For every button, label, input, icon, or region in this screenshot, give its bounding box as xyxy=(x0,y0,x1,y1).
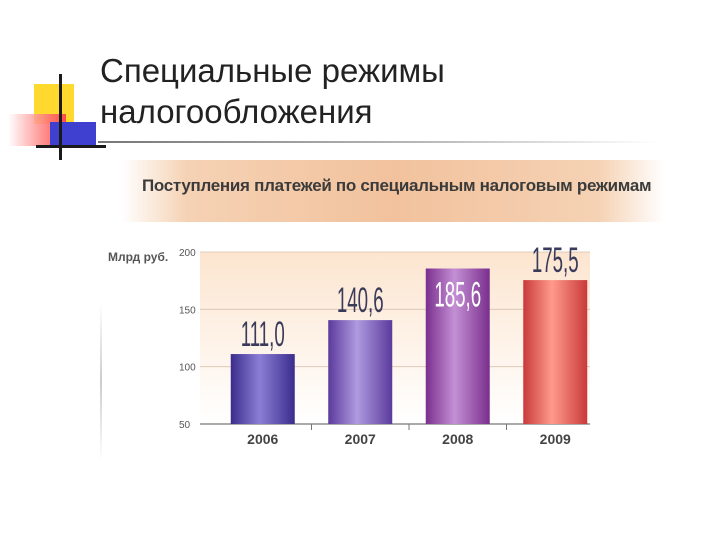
x-tick-label: 2009 xyxy=(540,431,571,447)
y-tick-label: 200 xyxy=(179,248,196,259)
bar-2007 xyxy=(328,320,393,424)
y-tick-label: 100 xyxy=(179,363,196,374)
bar-value-label: 185,6 xyxy=(434,275,481,314)
decorative-vertical-line xyxy=(59,74,62,160)
chart-title-banner xyxy=(122,160,664,222)
y-tick-label: 150 xyxy=(179,305,196,316)
bar-2008 xyxy=(425,268,490,424)
decorative-horizontal-line xyxy=(36,145,106,148)
chart-title: Поступления платежей по специальным нало… xyxy=(142,176,652,195)
chart-plot: Млрд руб. 50 100 150 200 2006 111,0 2007 140,6 20… xyxy=(108,241,590,447)
chart-left-separator xyxy=(100,302,102,462)
x-tick-label: 2007 xyxy=(345,431,376,447)
bar-value-label: 175,5 xyxy=(532,241,579,280)
chart-figure: Поступления платежей по специальным нало… xyxy=(100,150,680,470)
slide-title-line-2: налогообложения xyxy=(100,93,373,130)
x-tick-label: 2008 xyxy=(442,431,473,447)
slide-title-line-1: Специальные режимы xyxy=(100,52,445,89)
bar-2009 xyxy=(523,280,588,424)
bar-value-label: 140,6 xyxy=(337,281,384,320)
bar-value-label: 111,0 xyxy=(241,315,285,354)
title-underline xyxy=(98,141,658,143)
y-axis-label: Млрд руб. xyxy=(108,250,168,264)
bar-2006 xyxy=(230,354,295,424)
decorative-blue-square xyxy=(50,122,96,148)
slide-title: Специальные режимы налогообложения xyxy=(100,50,660,132)
y-tick-label: 50 xyxy=(179,420,191,431)
x-tick-label: 2006 xyxy=(247,431,278,447)
